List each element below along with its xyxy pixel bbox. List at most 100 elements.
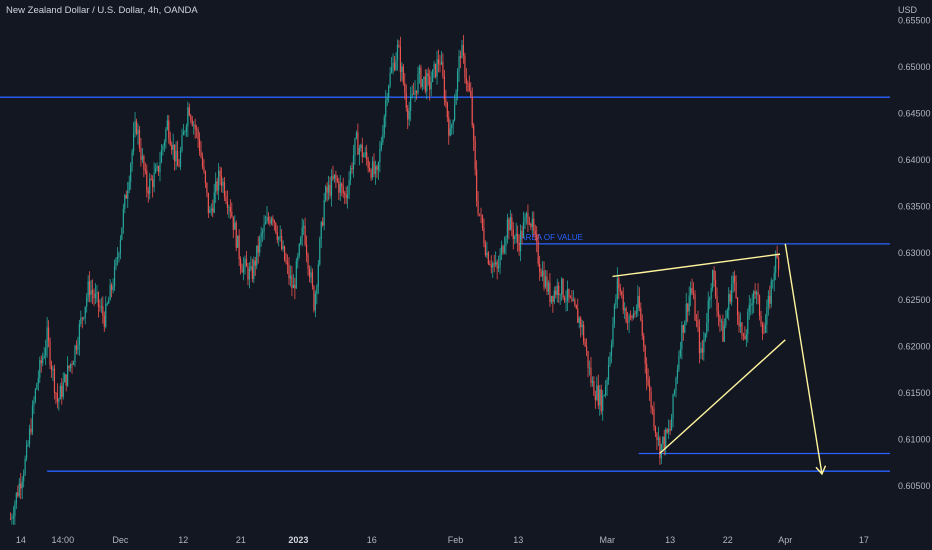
- candle-body: [678, 355, 680, 370]
- candle-body: [33, 400, 35, 406]
- candle-body: [697, 320, 699, 328]
- candle-body: [39, 360, 41, 378]
- candle-body: [301, 227, 303, 238]
- candle-body: [495, 262, 497, 265]
- candle-body: [273, 220, 275, 223]
- candle-body: [650, 391, 652, 408]
- candle-body: [530, 223, 532, 228]
- candle-body: [464, 55, 466, 78]
- candle-body: [234, 222, 236, 230]
- candle-body: [465, 77, 467, 84]
- candle-body: [440, 61, 443, 65]
- candle-body: [165, 129, 167, 143]
- candle-body: [310, 272, 312, 278]
- candle-body: [565, 300, 567, 302]
- candle-body: [776, 255, 778, 258]
- candle-body: [432, 69, 434, 82]
- candle-body: [308, 268, 311, 278]
- candle-body: [637, 295, 639, 311]
- candle-body: [423, 76, 425, 80]
- candle-body: [471, 96, 473, 126]
- y-tick-label: 0.65000: [898, 62, 931, 72]
- candle-body: [264, 222, 267, 225]
- candle-body: [52, 368, 54, 371]
- candle-body: [745, 334, 747, 340]
- candle-body: [204, 171, 207, 183]
- candle-body: [524, 216, 526, 222]
- candle-body: [402, 66, 404, 84]
- x-tick-label: 17: [859, 535, 869, 545]
- candle-body: [377, 162, 380, 171]
- candle-body: [71, 363, 73, 365]
- candle-body: [756, 292, 758, 295]
- candle-body: [558, 285, 560, 296]
- candle-body: [543, 270, 545, 288]
- candle-body: [281, 236, 283, 249]
- candle-body: [751, 303, 753, 305]
- candle-body: [188, 107, 190, 116]
- candle-body: [141, 155, 143, 160]
- candle-body: [563, 297, 566, 301]
- candle-body: [666, 429, 668, 433]
- candle-body: [518, 242, 520, 252]
- candle-body: [631, 316, 633, 319]
- candle-body: [323, 199, 325, 226]
- candle-body: [279, 236, 281, 238]
- y-tick-label: 0.65500: [898, 15, 931, 25]
- candle-body: [156, 166, 158, 169]
- candle-body: [609, 355, 611, 365]
- candle-body: [461, 45, 463, 59]
- candle-body: [531, 218, 533, 228]
- candle-body: [352, 155, 355, 170]
- candle-body: [496, 262, 498, 269]
- candle-body: [116, 257, 119, 260]
- candle-body: [763, 332, 765, 334]
- candle-body: [333, 174, 336, 179]
- candle-body: [760, 315, 762, 325]
- candle-body: [338, 181, 340, 193]
- candle-body: [303, 225, 305, 228]
- candle-body: [561, 278, 563, 295]
- candle-body: [379, 148, 381, 163]
- candle-body: [566, 288, 569, 301]
- candle-body: [585, 346, 588, 352]
- candle-body: [455, 91, 457, 105]
- candle-body: [240, 259, 242, 270]
- candle-body: [220, 176, 223, 186]
- candle-body: [517, 233, 519, 243]
- candle-body: [395, 59, 397, 70]
- candle-body: [448, 117, 450, 136]
- candle-body: [404, 83, 406, 93]
- candle-body: [473, 125, 475, 141]
- candle-body: [701, 348, 703, 353]
- candle-body: [735, 281, 737, 298]
- candle-body: [388, 86, 390, 98]
- candle-body: [511, 217, 513, 230]
- candle-body: [632, 313, 635, 319]
- candle-body: [549, 282, 551, 303]
- candle-body: [175, 150, 177, 162]
- candle-body: [326, 186, 328, 193]
- candle-body: [269, 220, 271, 224]
- candle-body: [605, 385, 607, 395]
- candle-body: [75, 345, 78, 350]
- candle-body: [578, 318, 580, 323]
- candle-body: [193, 124, 195, 126]
- candle-body: [179, 151, 182, 167]
- candle-body: [414, 90, 416, 95]
- candle-body: [226, 201, 229, 208]
- candle-body: [555, 290, 557, 295]
- candle-body: [260, 232, 262, 238]
- candle-body: [527, 213, 529, 224]
- candle-body: [525, 213, 528, 217]
- candle-body: [17, 492, 19, 496]
- candle-body: [430, 81, 432, 90]
- y-axis-unit: USD: [898, 5, 918, 15]
- candle-body: [348, 180, 350, 195]
- candle-body: [613, 304, 616, 324]
- candle-body: [225, 196, 227, 202]
- candle-body: [688, 295, 690, 312]
- x-tick-label: 13: [665, 535, 675, 545]
